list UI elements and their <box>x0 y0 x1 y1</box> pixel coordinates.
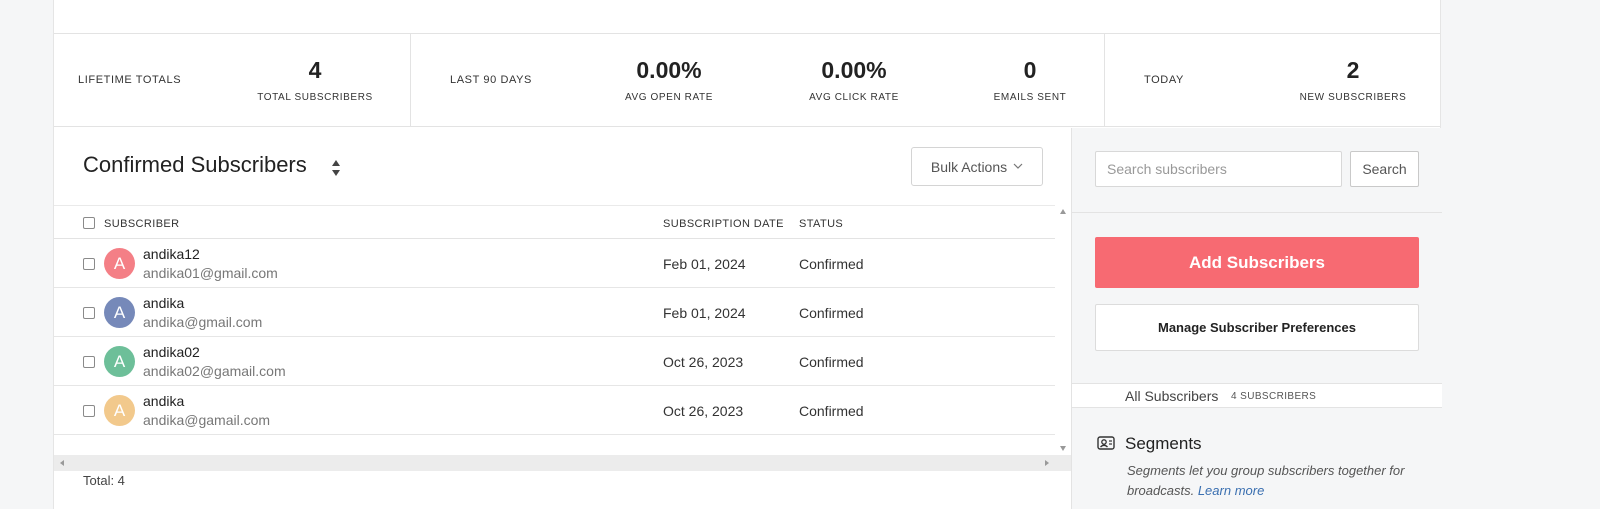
subscriber-status: Confirmed <box>799 354 864 370</box>
bulk-actions-label: Bulk Actions <box>930 158 1008 175</box>
subscription-date: Oct 26, 2023 <box>663 354 744 370</box>
emails-sent-value: 0 <box>1023 57 1037 83</box>
sidebar-divider <box>1072 212 1442 213</box>
sidebar: Search Add Subscribers Manage Subscriber… <box>1071 128 1442 509</box>
segments-title: Segments <box>1125 434 1202 453</box>
subscriber-list: Confirmed Subscribers Bulk Actions SUBSC… <box>54 128 1071 509</box>
subscriber-name[interactable]: andika <box>143 295 185 311</box>
subscriber-name[interactable]: andika02 <box>143 344 200 360</box>
all-subscribers-label: All Subscribers <box>1125 388 1219 404</box>
subscriber-name[interactable]: andika <box>143 393 185 409</box>
column-subscription-date[interactable]: SUBSCRIPTION DATE <box>663 218 784 230</box>
search-input[interactable] <box>1095 151 1342 187</box>
avg-click-rate-stat: 0.00% AVG CLICK RATE <box>784 56 924 103</box>
new-subscribers-stat: 2 NEW SUBSCRIBERS <box>1283 56 1423 103</box>
subscriber-status: Confirmed <box>799 256 864 272</box>
emails-sent-stat: 0 EMAILS SENT <box>960 56 1100 103</box>
avatar: A <box>104 395 135 426</box>
subscriber-email: andika01@gmail.com <box>143 265 278 281</box>
main-panel: LIFETIME TOTALS 4 TOTAL SUBSCRIBERS LAST… <box>53 0 1442 509</box>
all-subscribers-count: 4 SUBSCRIBERS <box>1231 391 1317 402</box>
avg-open-rate-label: AVG OPEN RATE <box>624 92 713 103</box>
subscriber-email: andika@gamail.com <box>143 412 271 428</box>
row-checkbox[interactable] <box>83 405 95 417</box>
table-row[interactable]: A andika andika@gmail.com Feb 01, 2024 C… <box>54 288 1055 337</box>
all-subscribers-item[interactable]: All Subscribers 4 SUBSCRIBERS <box>1072 383 1442 408</box>
avg-open-rate-value: 0.00% <box>636 57 702 83</box>
horizontal-scrollbar[interactable] <box>54 455 1071 471</box>
subscriber-name[interactable]: andika12 <box>143 246 200 262</box>
sort-icon[interactable] <box>331 159 341 177</box>
table-header: SUBSCRIBER SUBSCRIPTION DATE STATUS <box>54 205 1055 239</box>
new-subscribers-label: NEW SUBSCRIBERS <box>1299 92 1407 103</box>
bulk-actions-button[interactable]: Bulk Actions <box>911 147 1043 186</box>
list-title: Confirmed Subscribers <box>83 152 307 177</box>
last-90-days-heading: LAST 90 DAYS <box>450 74 532 86</box>
stats-divider <box>1104 34 1105 127</box>
subscriber-status: Confirmed <box>799 403 864 419</box>
subscriber-email: andika02@gamail.com <box>143 363 286 379</box>
segments-icon <box>1097 436 1115 450</box>
segments-description-text: Segments let you group subscribers toget… <box>1127 463 1405 498</box>
subscriber-email: andika@gmail.com <box>143 314 263 330</box>
row-checkbox[interactable] <box>83 307 95 319</box>
scroll-arrows-icon <box>1060 209 1066 451</box>
scroll-arrows-icon <box>60 460 1049 466</box>
subscription-date: Feb 01, 2024 <box>663 305 746 321</box>
total-count: Total: 4 <box>83 473 125 488</box>
avatar: A <box>104 346 135 377</box>
total-subscribers-label: TOTAL SUBSCRIBERS <box>257 92 373 103</box>
subscriber-status: Confirmed <box>799 305 864 321</box>
total-subscribers-stat: 4 TOTAL SUBSCRIBERS <box>245 56 385 103</box>
learn-more-link[interactable]: Learn more <box>1197 483 1265 498</box>
stats-divider <box>410 34 411 127</box>
search-button[interactable]: Search <box>1350 151 1419 187</box>
today-heading: TODAY <box>1144 74 1184 86</box>
subscription-date: Feb 01, 2024 <box>663 256 746 272</box>
top-bar <box>54 0 1440 34</box>
row-checkbox[interactable] <box>83 356 95 368</box>
column-subscriber[interactable]: SUBSCRIBER <box>104 218 180 230</box>
avatar: A <box>104 297 135 328</box>
avatar: A <box>104 248 135 279</box>
new-subscribers-value: 2 <box>1346 57 1360 83</box>
table-row[interactable]: A andika andika@gamail.com Oct 26, 2023 … <box>54 386 1055 435</box>
subscription-date: Oct 26, 2023 <box>663 403 744 419</box>
avg-click-rate-label: AVG CLICK RATE <box>809 92 899 103</box>
stats-bar: LIFETIME TOTALS 4 TOTAL SUBSCRIBERS LAST… <box>54 34 1440 127</box>
add-subscribers-button[interactable]: Add Subscribers <box>1095 237 1419 288</box>
manage-preferences-button[interactable]: Manage Subscriber Preferences <box>1095 304 1419 351</box>
avg-open-rate-stat: 0.00% AVG OPEN RATE <box>599 56 739 103</box>
chevron-down-icon <box>1013 163 1023 169</box>
vertical-scrollbar[interactable] <box>1055 205 1071 455</box>
table-row[interactable]: A andika12 andika01@gmail.com Feb 01, 20… <box>54 239 1055 288</box>
emails-sent-label: EMAILS SENT <box>993 92 1067 103</box>
column-status[interactable]: STATUS <box>799 218 844 230</box>
segments-description: Segments let you group subscribers toget… <box>1127 461 1427 501</box>
total-subscribers-value: 4 <box>308 57 322 83</box>
table-row[interactable]: A andika02 andika02@gamail.com Oct 26, 2… <box>54 337 1055 386</box>
select-all-checkbox[interactable] <box>83 217 95 229</box>
lifetime-totals-heading: LIFETIME TOTALS <box>78 74 182 86</box>
avg-click-rate-value: 0.00% <box>821 57 887 83</box>
row-checkbox[interactable] <box>83 258 95 270</box>
